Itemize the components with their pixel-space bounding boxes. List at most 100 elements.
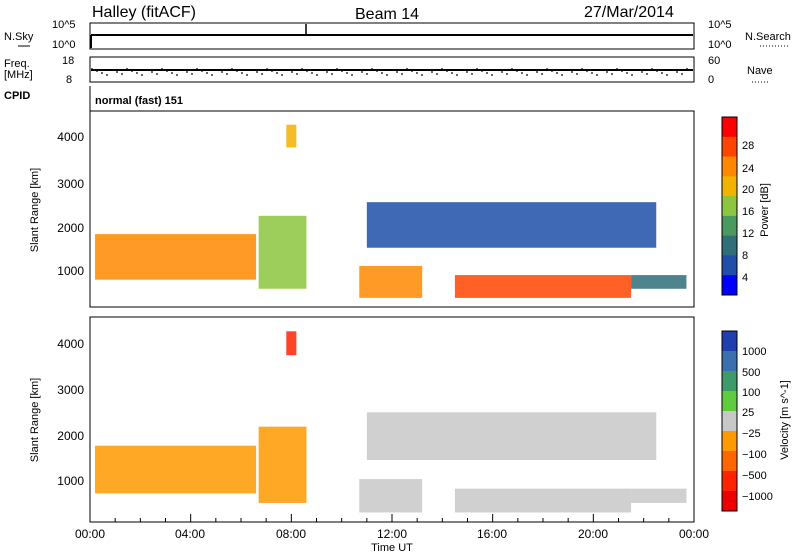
nave-dot-102 bbox=[601, 69, 603, 71]
nsky-right-label: N.Search bbox=[745, 31, 791, 43]
nave-dot-7 bbox=[126, 68, 128, 70]
echo-region-4 bbox=[454, 275, 632, 298]
power-cbar-tick-16: 16 bbox=[742, 206, 754, 218]
nave-dot-34 bbox=[261, 73, 263, 75]
power-cbar-swatch-5 bbox=[722, 215, 737, 237]
nave-dot-31 bbox=[246, 74, 248, 76]
nave-dot-99 bbox=[586, 70, 588, 72]
echo-region-1 bbox=[258, 426, 307, 503]
nave-dot-65 bbox=[416, 72, 418, 74]
nave-dot-80 bbox=[491, 74, 493, 76]
nave-dot-18 bbox=[181, 69, 183, 71]
power-colorbar-frame bbox=[721, 116, 738, 296]
nave-dot-15 bbox=[166, 70, 168, 72]
nave-dot-62 bbox=[401, 73, 403, 75]
nave-dot-26 bbox=[221, 71, 223, 73]
power-cbar-tick-20: 20 bbox=[742, 184, 754, 196]
power-cbar-swatch-8 bbox=[722, 275, 737, 296]
nave-dot-44 bbox=[311, 72, 313, 74]
nave-dot-11 bbox=[146, 69, 148, 71]
velocity-cbar-swatch-3 bbox=[722, 391, 737, 412]
freq-panel bbox=[89, 56, 695, 83]
velocity-cbar-swatch-5 bbox=[722, 431, 737, 452]
nave-dot-77 bbox=[476, 68, 478, 70]
xtick-label-5: 20:00 bbox=[578, 527, 608, 541]
velocity-cbar-title: Velocity [m s^-1] bbox=[779, 380, 791, 460]
power-cbar-tick-4: 4 bbox=[742, 272, 748, 284]
nave-dot-115 bbox=[666, 74, 668, 76]
nave-dot-50 bbox=[341, 70, 343, 72]
nave-dot-106 bbox=[621, 70, 623, 72]
nsky-right-tick-top: 10^5 bbox=[708, 19, 732, 31]
nave-dot-29 bbox=[236, 70, 238, 72]
nave-dot-72 bbox=[451, 72, 453, 74]
nave-dot-8 bbox=[131, 70, 133, 72]
date-title: 27/Mar/2014 bbox=[584, 4, 674, 21]
velocity-cbar-tick-neg100: −100 bbox=[742, 449, 767, 461]
nave-dot-60 bbox=[391, 69, 393, 71]
velocity-colorbar bbox=[722, 331, 737, 512]
power-cbar-tick-12: 12 bbox=[742, 228, 754, 240]
nave-dot-101 bbox=[596, 74, 598, 76]
nave-dot-114 bbox=[661, 72, 663, 74]
nave-dots bbox=[91, 68, 688, 76]
nave-dot-41 bbox=[296, 73, 298, 75]
power-colorbar bbox=[722, 117, 737, 296]
nave-dot-85 bbox=[516, 70, 518, 72]
nave-dot-16 bbox=[171, 72, 173, 74]
velocity-cbar-swatch-0 bbox=[722, 331, 737, 352]
echo-region-6 bbox=[631, 275, 687, 289]
nave-dot-108 bbox=[631, 74, 633, 76]
freq-right-label: Nave bbox=[747, 65, 773, 77]
nave-dot-5 bbox=[116, 71, 118, 73]
nave-dot-14 bbox=[161, 68, 163, 70]
nave-dot-83 bbox=[506, 73, 508, 75]
nave-dot-95 bbox=[566, 69, 568, 71]
nave-dot-46 bbox=[321, 69, 323, 71]
nave-dot-59 bbox=[386, 74, 388, 76]
power-ytick-2000: 2000 bbox=[57, 221, 84, 235]
echo-region-2 bbox=[286, 331, 297, 356]
nave-dot-87 bbox=[526, 74, 528, 76]
freq-left-tick-bottom: 8 bbox=[66, 74, 72, 86]
nave-dot-92 bbox=[551, 70, 553, 72]
nave-dot-33 bbox=[256, 71, 258, 73]
nave-dot-55 bbox=[366, 73, 368, 75]
nave-dot-66 bbox=[421, 74, 423, 76]
nave-dot-105 bbox=[616, 68, 618, 70]
nave-dot-118 bbox=[681, 73, 683, 75]
nave-dot-37 bbox=[276, 72, 278, 74]
nave-dot-117 bbox=[676, 71, 678, 73]
velocity-ytick-2000: 2000 bbox=[57, 429, 84, 443]
nave-dot-2 bbox=[101, 72, 103, 74]
xtick-label-2: 08:00 bbox=[276, 527, 306, 541]
velocity-ytick-1000: 1000 bbox=[57, 474, 84, 488]
power-cbar-swatch-0 bbox=[722, 117, 737, 138]
velocity-ytick-4000: 4000 bbox=[57, 337, 84, 351]
velocity-cbar-swatch-1 bbox=[722, 351, 737, 372]
nave-dot-79 bbox=[486, 72, 488, 74]
nave-dot-94 bbox=[561, 74, 563, 76]
power-cbar-title: Power [dB] bbox=[759, 183, 771, 237]
nave-dot-110 bbox=[641, 71, 643, 73]
nave-dot-84 bbox=[511, 68, 513, 70]
xtick-label-1: 04:00 bbox=[175, 527, 205, 541]
cpid-value: normal (fast) 151 bbox=[95, 95, 183, 107]
power-cbar-swatch-6 bbox=[722, 235, 737, 256]
nsky-left-tick-top: 10^5 bbox=[52, 19, 76, 31]
nave-dot-23 bbox=[206, 72, 208, 74]
power-cbar-tick-28: 28 bbox=[742, 140, 754, 152]
nave-dot-52 bbox=[351, 74, 353, 76]
cpid-label: CPID bbox=[4, 90, 30, 102]
velocity-cbar-tick-neg500: −500 bbox=[742, 470, 767, 482]
nave-dot-12 bbox=[151, 71, 153, 73]
freq-right-tick-bottom: 0 bbox=[708, 74, 714, 86]
nave-dot-3 bbox=[106, 74, 108, 76]
power-ytick-1000: 1000 bbox=[57, 264, 84, 278]
nave-dot-56 bbox=[371, 68, 373, 70]
power-ytick-3000: 3000 bbox=[57, 177, 84, 191]
velocity-echo-regions bbox=[95, 331, 687, 513]
nave-dot-35 bbox=[266, 68, 268, 70]
nave-dot-81 bbox=[496, 69, 498, 71]
nave-dot-36 bbox=[271, 70, 273, 72]
